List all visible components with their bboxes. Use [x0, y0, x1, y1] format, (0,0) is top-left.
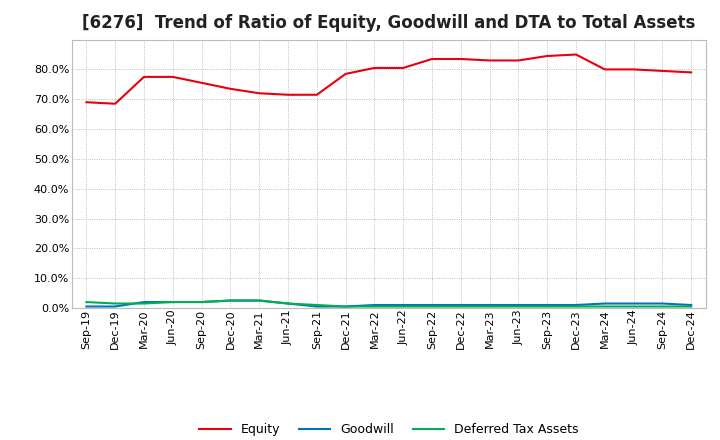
Equity — [370, 65, 379, 70]
Deferred Tax Assets — [572, 304, 580, 309]
Legend: Equity, Goodwill, Deferred Tax Assets: Equity, Goodwill, Deferred Tax Assets — [194, 418, 583, 440]
Equity — [168, 74, 177, 80]
Goodwill — [312, 304, 321, 309]
Equity — [658, 68, 667, 73]
Deferred Tax Assets — [687, 304, 696, 309]
Equity — [341, 71, 350, 77]
Equity — [226, 86, 235, 92]
Goodwill — [140, 299, 148, 304]
Goodwill — [428, 302, 436, 308]
Goodwill — [255, 298, 264, 303]
Goodwill — [629, 301, 638, 306]
Goodwill — [514, 302, 523, 308]
Goodwill — [341, 304, 350, 309]
Deferred Tax Assets — [543, 304, 552, 309]
Goodwill — [600, 301, 609, 306]
Deferred Tax Assets — [226, 298, 235, 303]
Equity — [543, 53, 552, 59]
Deferred Tax Assets — [456, 304, 465, 309]
Goodwill — [399, 302, 408, 308]
Equity — [687, 70, 696, 75]
Line: Deferred Tax Assets: Deferred Tax Assets — [86, 301, 691, 307]
Equity — [572, 52, 580, 57]
Equity — [284, 92, 292, 97]
Goodwill — [543, 302, 552, 308]
Goodwill — [197, 299, 206, 304]
Deferred Tax Assets — [168, 299, 177, 304]
Equity — [456, 56, 465, 62]
Goodwill — [456, 302, 465, 308]
Line: Equity: Equity — [86, 55, 691, 104]
Deferred Tax Assets — [284, 301, 292, 306]
Goodwill — [370, 302, 379, 308]
Line: Goodwill: Goodwill — [86, 301, 691, 307]
Equity — [399, 65, 408, 70]
Deferred Tax Assets — [485, 304, 494, 309]
Equity — [82, 99, 91, 105]
Goodwill — [687, 302, 696, 308]
Equity — [514, 58, 523, 63]
Goodwill — [284, 301, 292, 306]
Equity — [312, 92, 321, 97]
Title: [6276]  Trend of Ratio of Equity, Goodwill and DTA to Total Assets: [6276] Trend of Ratio of Equity, Goodwil… — [82, 15, 696, 33]
Goodwill — [168, 299, 177, 304]
Deferred Tax Assets — [370, 304, 379, 309]
Deferred Tax Assets — [140, 301, 148, 306]
Equity — [111, 101, 120, 106]
Equity — [485, 58, 494, 63]
Deferred Tax Assets — [341, 304, 350, 309]
Equity — [197, 80, 206, 85]
Equity — [600, 67, 609, 72]
Deferred Tax Assets — [197, 299, 206, 304]
Goodwill — [485, 302, 494, 308]
Equity — [140, 74, 148, 80]
Goodwill — [658, 301, 667, 306]
Equity — [428, 56, 436, 62]
Deferred Tax Assets — [600, 304, 609, 309]
Deferred Tax Assets — [111, 301, 120, 306]
Equity — [255, 91, 264, 96]
Deferred Tax Assets — [629, 304, 638, 309]
Deferred Tax Assets — [255, 298, 264, 303]
Equity — [629, 67, 638, 72]
Deferred Tax Assets — [399, 304, 408, 309]
Deferred Tax Assets — [312, 302, 321, 308]
Deferred Tax Assets — [428, 304, 436, 309]
Goodwill — [82, 304, 91, 309]
Deferred Tax Assets — [658, 304, 667, 309]
Deferred Tax Assets — [514, 304, 523, 309]
Goodwill — [572, 302, 580, 308]
Deferred Tax Assets — [82, 299, 91, 304]
Goodwill — [226, 298, 235, 303]
Goodwill — [111, 304, 120, 309]
